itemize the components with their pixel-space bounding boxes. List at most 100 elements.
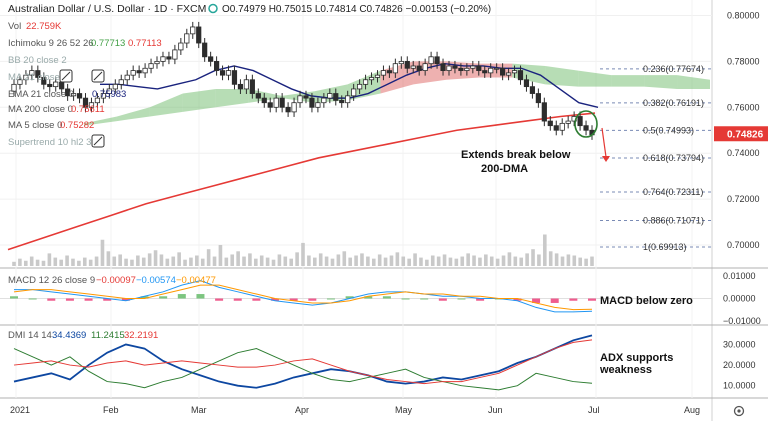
eye-slash-icon xyxy=(93,136,103,146)
volume-bar xyxy=(100,239,105,266)
candle-body xyxy=(178,42,184,51)
candle-body xyxy=(136,70,142,74)
volume-bar xyxy=(584,258,588,266)
annotation-adx-line-2: weakness xyxy=(599,364,652,376)
annotation-break-line-2: 200-DMA xyxy=(481,163,528,175)
candle-body xyxy=(422,63,428,71)
candle-body xyxy=(47,83,53,88)
volume-bar xyxy=(354,255,358,266)
candle-body xyxy=(327,93,333,99)
time-tick-label: Jun xyxy=(488,405,503,415)
candle-body xyxy=(410,65,416,69)
volume-bar xyxy=(147,253,152,266)
volume-bar xyxy=(53,257,58,266)
annotation-break: Extends break below 200-DMA xyxy=(461,149,574,175)
volume-bar xyxy=(77,260,81,266)
candle-body xyxy=(291,102,297,113)
macd-histogram-bar xyxy=(177,294,186,299)
volume-bar xyxy=(195,255,199,266)
settings-gear-icon[interactable] xyxy=(733,405,745,417)
ichimoku-value-1: 0.77713 xyxy=(91,38,125,49)
volume-bar xyxy=(307,255,311,266)
volume-bar xyxy=(82,257,87,266)
candle-body xyxy=(35,70,41,78)
macd-histogram-bar xyxy=(84,298,93,301)
volume-bar xyxy=(242,256,246,266)
candle-body xyxy=(482,70,488,74)
volume-bar xyxy=(183,259,187,266)
candle-body xyxy=(249,79,255,94)
cloud-segment xyxy=(545,65,579,87)
macd-label: MACD 12 26 close 9 xyxy=(8,275,95,286)
volume-bar xyxy=(136,255,140,266)
candle-body xyxy=(29,70,35,76)
candle-body xyxy=(237,83,244,90)
candle-body xyxy=(315,102,321,108)
macd-histogram-bar xyxy=(159,296,168,299)
volume-bar xyxy=(265,257,270,266)
time-tick-label: Jul xyxy=(588,405,600,415)
macd-histogram-bar xyxy=(550,298,559,303)
macd-legend: MACD 12 26 close 9 −0.00097 −0.00574 −0.… xyxy=(8,275,216,286)
volume-bar xyxy=(419,257,423,266)
dmi-tick-label: 30.0000 xyxy=(723,339,756,349)
candle-body xyxy=(452,65,458,69)
macd-histogram-bar xyxy=(532,298,541,303)
candle-body xyxy=(440,63,446,71)
candle-body xyxy=(351,88,357,97)
candle-body xyxy=(231,70,238,85)
volume-bar xyxy=(318,253,323,266)
volume-bar xyxy=(495,258,500,266)
candle-body xyxy=(500,67,506,76)
macd-histogram-bar xyxy=(588,298,596,301)
candle-body xyxy=(297,95,303,104)
candle-body xyxy=(458,67,464,71)
volume-bar xyxy=(342,251,347,266)
candle-body xyxy=(374,74,381,78)
candle-body xyxy=(392,63,398,74)
macd-histogram-bar xyxy=(10,296,18,299)
candle-body xyxy=(53,81,59,88)
volume-bar xyxy=(41,260,46,266)
candle-body xyxy=(196,26,202,44)
cloud-segment xyxy=(84,116,117,126)
volume-bar xyxy=(531,249,535,266)
di-minus-value: 32.2191 xyxy=(124,330,158,341)
cloud-segment xyxy=(611,75,645,87)
volume-bar xyxy=(560,256,565,266)
candle-body xyxy=(184,33,190,44)
volume-bar xyxy=(525,253,529,266)
vol-label: Vol xyxy=(8,21,21,32)
volume-bar xyxy=(448,257,453,266)
candle-body xyxy=(309,97,315,108)
volume-bar xyxy=(489,256,494,266)
vol-value: 22.759K xyxy=(26,21,62,32)
volume-bar xyxy=(478,257,482,266)
fib-label: 1(0.69913) xyxy=(643,242,687,252)
ema21-value: 0.75983 xyxy=(92,89,126,100)
volume-bar xyxy=(466,253,470,266)
volume-bar xyxy=(165,258,170,266)
candle-body xyxy=(112,83,118,90)
volume-bar xyxy=(578,257,583,266)
ma5-value: 0.75282 xyxy=(60,120,94,131)
volume-bar xyxy=(330,258,335,266)
candle-body xyxy=(94,97,101,104)
supertrend-label: Supertrend 10 hl2 3.0 xyxy=(8,137,99,148)
price-axis: 0.80000 0.78000 0.76000 0.74000 0.72000 0.700… xyxy=(714,10,768,250)
cloud-segment xyxy=(380,61,414,94)
candle-body xyxy=(380,70,387,76)
candle-body xyxy=(11,83,17,92)
candle-body xyxy=(339,100,345,104)
volume-bar xyxy=(141,257,146,266)
volume-bar xyxy=(189,257,193,266)
annotation-adx: ADX supports weakness xyxy=(599,352,676,376)
volume-bar xyxy=(18,258,22,266)
macd-histogram-bar xyxy=(28,298,37,300)
volume-bar xyxy=(35,259,40,266)
dmi-legend: DMI 14 14 34.4369 11.2415 32.2191 xyxy=(8,330,158,341)
candle-body xyxy=(529,86,536,94)
candle-body xyxy=(511,70,518,74)
